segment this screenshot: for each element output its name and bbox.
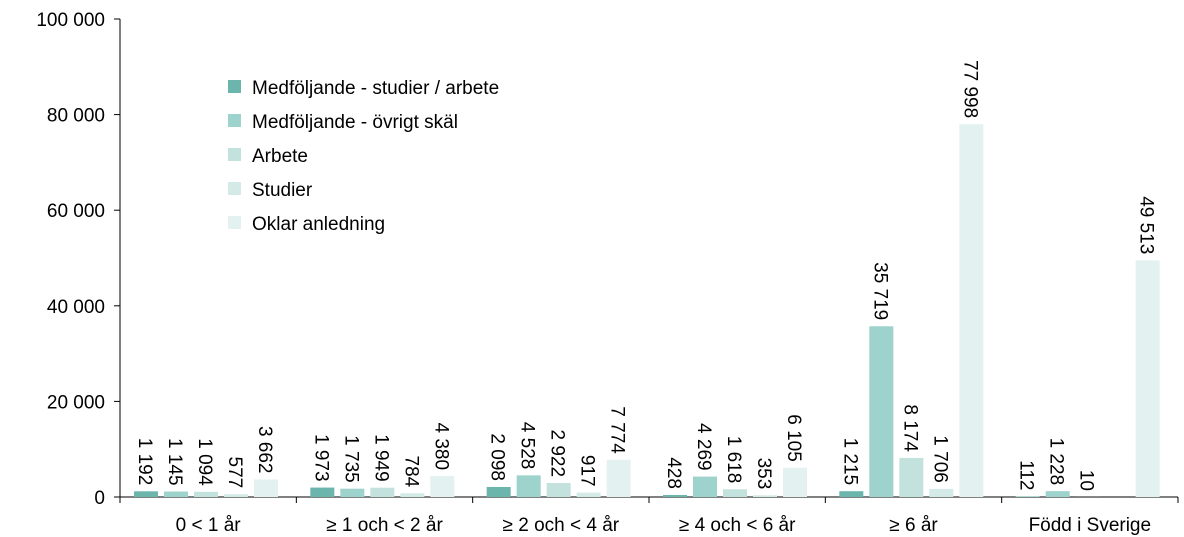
data-label: 10 xyxy=(1076,470,1097,491)
y-axis: 0 20 000 40 000 60 000 80 000 100 000 xyxy=(36,10,121,509)
bar xyxy=(576,492,601,497)
bar xyxy=(194,491,218,497)
data-label: 353 xyxy=(753,458,774,490)
data-label: 1 735 xyxy=(340,435,361,483)
data-label: 1 192 xyxy=(134,438,155,486)
y-tick-label: 100 000 xyxy=(36,10,105,31)
legend-swatch xyxy=(228,216,241,229)
category-label: ≥ 6 år xyxy=(889,515,938,536)
bar xyxy=(1135,260,1160,497)
bar xyxy=(430,476,455,497)
bar xyxy=(486,486,511,497)
bars xyxy=(134,124,1160,498)
bar xyxy=(929,488,954,497)
data-label: 112 xyxy=(1016,460,1037,490)
bar xyxy=(546,483,571,497)
bar xyxy=(254,479,278,497)
x-axis: 0 < 1 år ≥ 1 och < 2 år ≥ 2 och < 4 år ≥ 4 … xyxy=(119,496,1179,536)
legend-swatch xyxy=(228,148,241,161)
data-label: 1 094 xyxy=(194,438,215,486)
data-label: 577 xyxy=(224,457,245,489)
category-label: ≥ 1 och < 2 år xyxy=(326,515,443,536)
data-label: 35 719 xyxy=(869,262,890,320)
data-label: 77 998 xyxy=(959,60,980,118)
bar xyxy=(959,124,984,498)
y-tick-label: 60 000 xyxy=(47,201,105,222)
bar xyxy=(516,475,541,497)
data-label: 4 269 xyxy=(693,423,714,471)
bar xyxy=(1045,491,1070,497)
legend-label: Medföljande - övrigt skäl xyxy=(252,112,458,133)
bar xyxy=(869,326,894,497)
bar xyxy=(693,476,717,497)
bar xyxy=(164,491,188,497)
data-label: 1 145 xyxy=(164,438,185,486)
bar xyxy=(723,489,747,497)
legend-swatch xyxy=(228,114,241,127)
data-label: 1 618 xyxy=(723,436,744,484)
bar xyxy=(606,459,631,497)
data-label: 4 380 xyxy=(430,423,451,471)
data-label: 49 513 xyxy=(1136,196,1157,254)
data-label: 428 xyxy=(663,457,684,489)
category-label: ≥ 4 och < 6 år xyxy=(679,515,796,536)
data-label: 784 xyxy=(400,456,421,488)
legend-label: Oklar anledning xyxy=(252,214,385,235)
bar xyxy=(1015,496,1040,497)
data-label: 7 774 xyxy=(607,406,628,454)
category-label: ≥ 2 och < 4 år xyxy=(503,515,620,536)
legend-label: Medföljande - studier / arbete xyxy=(252,78,499,99)
y-tick-label: 0 xyxy=(94,488,105,509)
bar xyxy=(783,467,807,497)
data-label: 1 949 xyxy=(370,434,391,482)
data-label: 1 215 xyxy=(839,438,860,486)
y-tick-label: 20 000 xyxy=(47,392,105,413)
legend-swatch xyxy=(228,182,241,195)
data-label: 2 098 xyxy=(487,433,508,481)
bar xyxy=(753,495,777,497)
bar xyxy=(663,494,687,497)
category-label: Född i Sverige xyxy=(1029,515,1152,536)
bar xyxy=(370,487,395,497)
data-label: 1 228 xyxy=(1046,438,1067,486)
bar xyxy=(310,487,335,497)
bar xyxy=(839,491,864,497)
y-tick-label: 40 000 xyxy=(47,297,105,318)
legend-swatch xyxy=(228,80,241,93)
data-label: 1 973 xyxy=(310,434,331,482)
legend-label: Arbete xyxy=(252,146,308,167)
data-labels: 1 192 1 145 1 094 577 3 662 1 973 1 735 1 949 78… xyxy=(134,60,1157,491)
bar xyxy=(899,457,924,497)
bar xyxy=(340,488,365,497)
data-label: 4 528 xyxy=(517,422,538,470)
data-label: 917 xyxy=(577,455,598,487)
data-label: 6 105 xyxy=(783,414,804,462)
y-tick-label: 80 000 xyxy=(47,106,105,127)
data-label: 1 706 xyxy=(929,435,950,483)
data-label: 2 922 xyxy=(547,429,568,477)
data-label: 3 662 xyxy=(254,426,275,474)
bar xyxy=(224,494,248,497)
legend-label: Studier xyxy=(252,180,313,201)
bar xyxy=(400,493,425,497)
data-label: 8 174 xyxy=(899,404,920,452)
legend: Medföljande - studier / arbete Medföljand… xyxy=(228,78,499,235)
category-label: 0 < 1 år xyxy=(176,515,242,536)
bar xyxy=(134,491,158,497)
